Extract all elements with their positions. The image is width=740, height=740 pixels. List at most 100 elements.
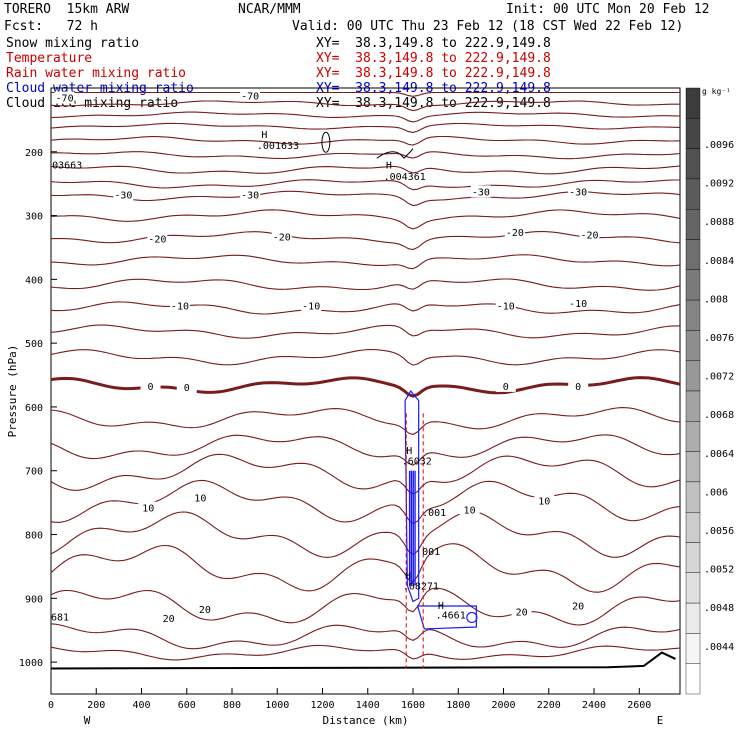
- extremum-label: 03663: [52, 160, 82, 171]
- x-end-label-west: W: [84, 714, 91, 727]
- x-tick-label: 800: [223, 700, 241, 711]
- isotherm-label-bg: [511, 605, 532, 618]
- isotherm-line: [50, 348, 681, 366]
- x-tick-label: 2400: [582, 700, 606, 711]
- isotherm-label: 0: [503, 382, 509, 393]
- legend-field-name: Temperature: [6, 51, 93, 66]
- colorbar-tick-label: .008: [704, 294, 728, 305]
- extremum-label: 001: [422, 547, 440, 558]
- extremum-label: .6032: [402, 456, 432, 467]
- isotherm-label-bg: [579, 228, 600, 241]
- isotherm-label-bg: [138, 501, 159, 514]
- extremum-label: H: [261, 130, 267, 141]
- isotherm-line: [50, 623, 681, 650]
- isotherm-label: -20: [580, 231, 598, 242]
- x-tick-label: 1800: [446, 700, 470, 711]
- y-tick-label: 900: [25, 594, 43, 605]
- isotherm-label-bg: [194, 603, 215, 616]
- isotherm-label: 10: [538, 497, 550, 508]
- isotherm-label-bg: [568, 296, 589, 309]
- isotherm-label: -30: [241, 191, 259, 202]
- x-tick-label: 2000: [491, 700, 515, 711]
- extremum-label: .4661: [436, 611, 466, 622]
- isotherm-label: -70: [241, 92, 259, 103]
- colorbar-tick-label: .0072: [704, 372, 734, 383]
- isotherm-label: 10: [142, 504, 154, 515]
- isotherm-line: [50, 100, 680, 112]
- colorbar-tick-label: .006: [704, 487, 728, 498]
- colorbar-swatch: [685, 633, 701, 664]
- isotherm-label: 0: [184, 383, 190, 394]
- isotherm-line: [50, 209, 681, 230]
- y-tick-label: 800: [25, 531, 43, 542]
- colorbar-swatch: [685, 481, 701, 513]
- x-tick-label: 2600: [627, 700, 651, 711]
- isotherm-label: -30: [472, 187, 490, 198]
- legend-field-name: Snow mixing ratio: [6, 36, 140, 51]
- y-tick-label: 700: [25, 467, 43, 478]
- colorbar-tick-label: .0088: [704, 217, 734, 228]
- isotherm-label-bg: [534, 494, 555, 507]
- colorbar-swatch: [685, 178, 701, 210]
- extremum-label: 681: [51, 613, 69, 624]
- isotherm-label-bg: [240, 188, 261, 201]
- isotherm-label-bg: [495, 379, 516, 392]
- x-tick-label: 1200: [310, 700, 334, 711]
- x-tick-label: 1600: [401, 700, 425, 711]
- isotherm-label: -10: [497, 302, 515, 313]
- colorbar-tick-label: .0056: [704, 526, 734, 537]
- y-tick-label: 400: [25, 275, 43, 286]
- colorbar-tick-label: .0092: [704, 179, 734, 190]
- isotherm-label: 10: [194, 494, 206, 505]
- isotherm-label: 20: [572, 601, 584, 612]
- y-axis-label: Pressure (hPa): [6, 345, 19, 438]
- isotherm-label-bg: [495, 299, 516, 312]
- isotherm-line: [50, 324, 680, 339]
- colorbar-swatch: [685, 208, 701, 240]
- colorbar-tick-label: .0068: [704, 410, 734, 421]
- colorbar-swatch: [685, 451, 701, 483]
- isotherm-line: [50, 278, 681, 291]
- colorbar-swatch: [685, 512, 701, 543]
- colorbar-tick-label: .0076: [704, 333, 734, 344]
- colorbar-tick-label: .0048: [704, 603, 734, 614]
- colorbar-swatch: [685, 269, 701, 301]
- isotherm-label: -30: [114, 191, 132, 202]
- isotherm-line: [50, 543, 681, 593]
- colorbar-unit: g kg⁻¹: [702, 87, 731, 96]
- isotherm-label: 0: [575, 382, 581, 393]
- forecast-hour: Fcst: 72 h: [4, 19, 98, 34]
- snow-contour: [376, 148, 414, 159]
- extremum-label: .08271: [403, 581, 439, 592]
- x-tick-label: 2200: [537, 700, 561, 711]
- isotherm-label-bg: [113, 188, 134, 201]
- colorbar-swatch: [685, 148, 701, 180]
- extremum-label: .004361: [384, 172, 426, 183]
- isotherm-label-bg: [271, 230, 292, 243]
- isotherm-line: [50, 111, 681, 123]
- plot-frame: [50, 87, 681, 695]
- extremum-label: H: [406, 446, 412, 457]
- x-tick-label: 600: [178, 700, 196, 711]
- cloud-water-contour: [416, 605, 477, 630]
- isotherm-label-bg: [176, 381, 197, 394]
- model-title: TORERO 15km ARW: [4, 2, 130, 17]
- colorbar-swatch: [685, 572, 701, 604]
- colorbar-swatch: [685, 602, 701, 634]
- extremum-label: H: [405, 571, 411, 582]
- y-tick-label: 600: [25, 403, 43, 414]
- colorbar-swatch: [685, 421, 701, 452]
- x-tick-label: 400: [132, 700, 150, 711]
- y-tick-label: 1000: [19, 658, 43, 669]
- valid-time: Valid: 00 UTC Thu 23 Feb 12 (18 CST Wed …: [292, 19, 684, 34]
- colorbar-swatch: [685, 360, 701, 392]
- isotherm-label: -70: [56, 94, 74, 105]
- legend-field-section: XY= 38.3,149.8 to 222.9,149.8: [316, 36, 551, 51]
- isotherm-line: [50, 135, 681, 146]
- isotherm-label-bg: [240, 89, 261, 102]
- isotherm-line: [50, 301, 681, 315]
- colorbar-tick-label: .0064: [704, 449, 734, 460]
- colorbar-swatch: [685, 299, 701, 331]
- isotherm-label-bg: [504, 226, 525, 239]
